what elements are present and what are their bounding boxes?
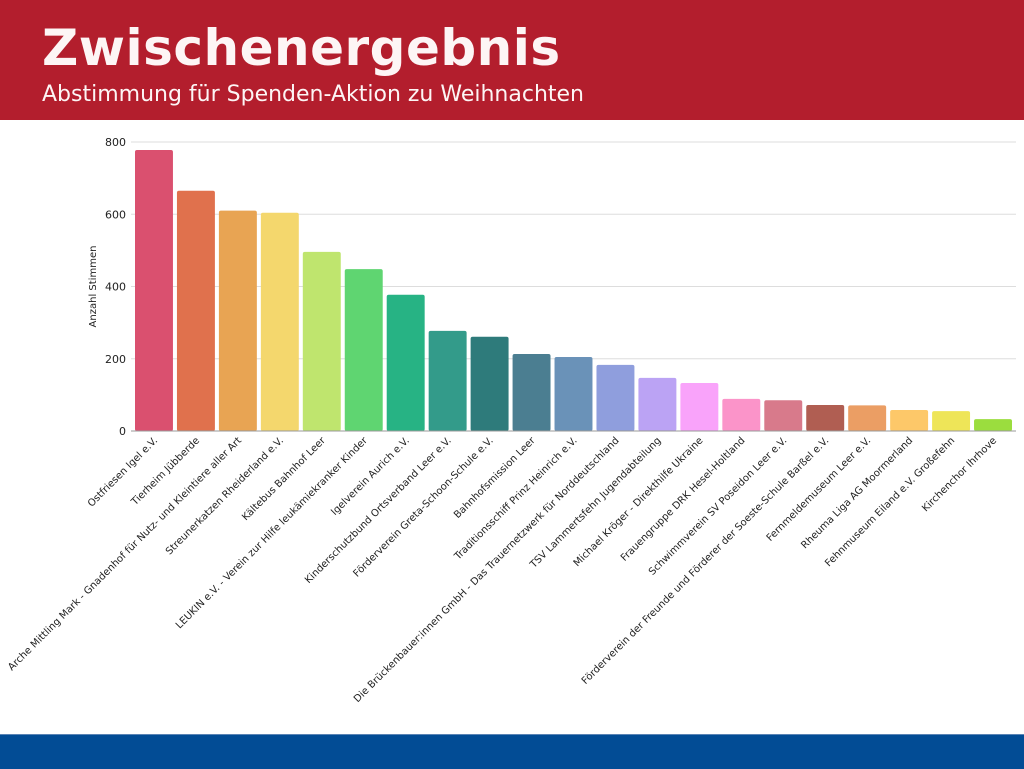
- y-tick-label: 200: [105, 353, 126, 366]
- x-tick-label: Kinderschutzbund Ortsverband Leer e.V.: [303, 435, 454, 586]
- x-tick-label: Bahnhofsmission Leer: [452, 435, 538, 521]
- y-tick-label: 0: [119, 425, 126, 438]
- page-subtitle: Abstimmung für Spenden-Aktion zu Weihnac…: [42, 82, 584, 107]
- y-axis-title: Anzahl Stimmen: [88, 246, 99, 328]
- bar: [764, 400, 803, 431]
- y-tick-label: 400: [105, 281, 126, 294]
- x-tick-label: Ostfriesen Igel e.V.: [86, 435, 160, 509]
- y-tick-label: 600: [105, 208, 126, 221]
- footer-bar: [0, 734, 1024, 769]
- bar: [512, 354, 551, 431]
- x-axis-labels: Ostfriesen Igel e.V.Tierheim JübberdeArc…: [6, 435, 999, 705]
- bars: [135, 149, 1012, 431]
- bar: [638, 377, 677, 431]
- bar: [680, 382, 719, 431]
- bar: [176, 190, 215, 431]
- bar: [974, 419, 1012, 431]
- bar: [302, 251, 341, 431]
- bar: [470, 336, 509, 431]
- bar: [890, 410, 929, 431]
- bar: [218, 210, 257, 431]
- bar: [932, 411, 971, 431]
- bar: [554, 356, 593, 431]
- y-axis-ticks: 0 200 400 600 800: [105, 136, 126, 438]
- bar: [722, 398, 761, 431]
- bar-chart: 0 200 400 600 800 Anzahl Stimmen Ostfriesen …: [6, 136, 1016, 705]
- x-tick-label: Die Brückenbauer:innen GmbH - Das Trauer…: [352, 435, 622, 705]
- bar: [344, 269, 383, 431]
- bar: [260, 212, 299, 431]
- bar: [596, 364, 635, 431]
- bar: [848, 405, 887, 431]
- x-tick-label: LEUKIN e.V. - Verein zur Hilfe leukämiek…: [174, 435, 370, 631]
- page-title: Zwischenergebnis: [42, 19, 561, 77]
- bar: [428, 330, 467, 431]
- x-tick-label: Tierheim Jübberde: [129, 435, 202, 508]
- x-tick-label: Kirchenchor Ihrhove: [920, 435, 999, 514]
- header-banner: Zwischenergebnis Abstimmung für Spenden-…: [0, 0, 1024, 120]
- x-tick-label: Kältebus Bahnhof Leer: [240, 435, 328, 523]
- bar: [135, 149, 173, 431]
- bar: [386, 294, 425, 431]
- bar: [806, 404, 845, 431]
- x-tick-label: Igelverein Aurich e.V.: [329, 435, 412, 518]
- y-tick-label: 800: [105, 136, 126, 149]
